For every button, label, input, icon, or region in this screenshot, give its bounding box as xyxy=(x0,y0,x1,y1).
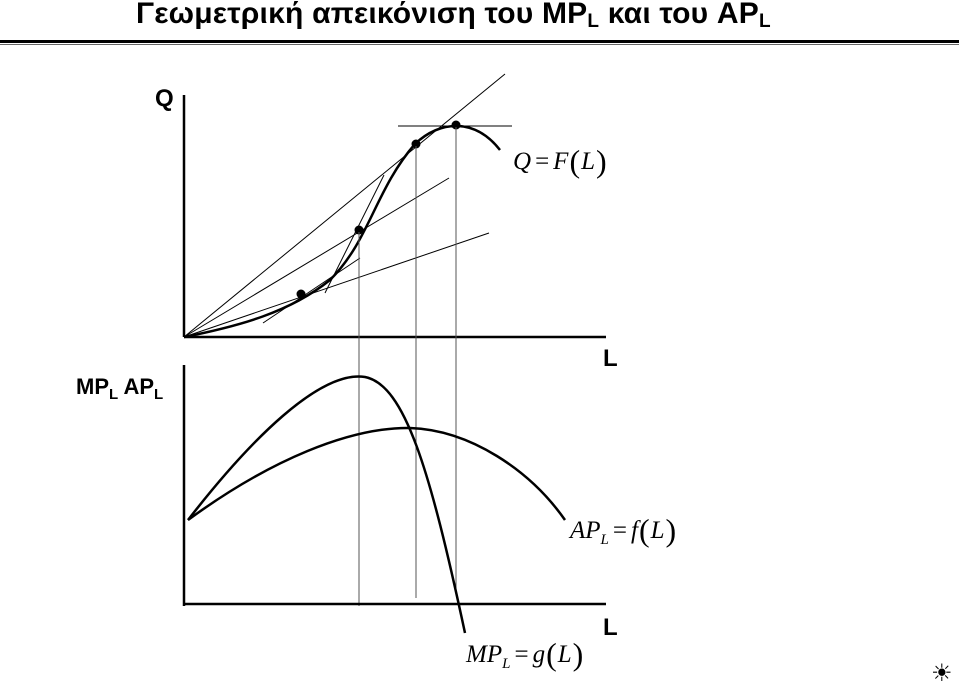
point-max-q xyxy=(451,120,461,130)
production-function-label: Q = F(L) xyxy=(513,143,607,179)
total-product-curve xyxy=(183,124,501,339)
point-ray-tangent xyxy=(296,289,306,299)
point-inflection xyxy=(354,225,364,235)
bottom-y-axis-label: MPL APL xyxy=(76,374,164,403)
tangent-low xyxy=(262,257,361,324)
top-y-axis-label: Q xyxy=(155,85,174,112)
ray-middle xyxy=(183,177,450,338)
mp-function-label: MPL = g(L) xyxy=(466,636,584,672)
top-x-axis-label: L xyxy=(603,345,618,372)
bottom-x-axis-label: L xyxy=(603,614,618,641)
sun-icon[interactable]: ☀ xyxy=(931,660,953,687)
mp-curve xyxy=(187,375,467,634)
page-title: Γεωμετρική απεικόνιση του MPL και του AP… xyxy=(136,0,771,32)
title-rule xyxy=(0,40,959,43)
ap-function-label: APL = f(L) xyxy=(570,512,677,548)
ray-shallow xyxy=(183,232,490,338)
ray-steep xyxy=(183,73,506,338)
point-max-ap xyxy=(411,139,421,149)
ap-curve xyxy=(187,426,567,522)
title-rule-thin xyxy=(0,44,959,45)
